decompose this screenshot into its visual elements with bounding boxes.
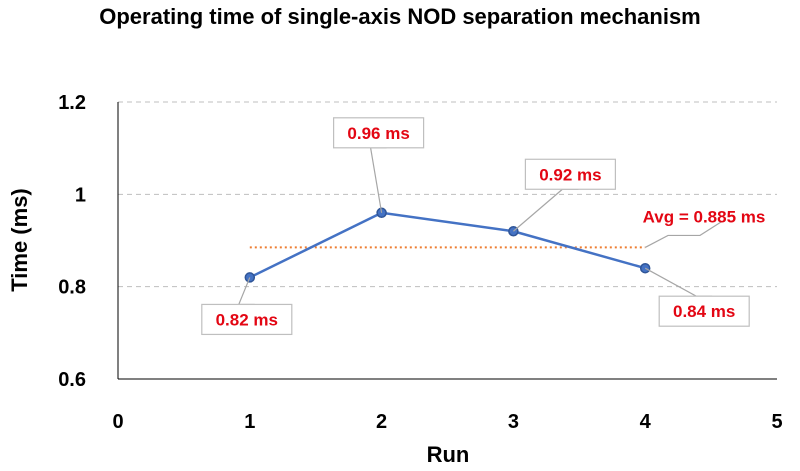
data-label-1: 0.82 ms [201,277,293,336]
label-box [201,303,293,336]
tick-labels: 0.6 0.8 1 1.2 0 1 2 3 4 5 [58,92,782,433]
x-tick-label: 0 [112,411,123,433]
label-text: 0.82 ms [216,310,278,329]
x-tick-label: 2 [376,411,387,433]
label-leader [369,147,387,213]
axes [117,102,777,380]
data-label-2: 0.96 ms [333,117,425,213]
x-axis-title: Run [427,442,470,467]
series-line [249,211,646,279]
series-group [244,207,651,283]
label-text: 0.96 ms [347,124,409,143]
y-tick-label: 1.2 [58,92,86,114]
label-text: 0.92 ms [539,165,601,184]
label-box [658,295,750,327]
average-label: Avg = 0.885 ms [643,207,766,248]
data-label-3: 0.92 ms [513,158,617,232]
chart-title: Operating time of single-axis NOD separa… [99,4,701,29]
x-tick-label: 5 [771,411,782,433]
average-leader [644,220,723,248]
data-label-4: 0.84 ms [644,267,750,327]
label-text: 0.84 ms [673,302,735,321]
label-leader [644,267,713,297]
x-tick-label: 1 [244,411,255,433]
gridlines [118,101,777,288]
x-tick-label: 3 [508,411,519,433]
label-box [333,117,425,149]
y-tick-label: 0.6 [58,369,86,391]
average-label-text: Avg = 0.885 ms [643,207,766,226]
y-tick-label: 0.8 [58,277,86,299]
x-tick-label: 4 [640,411,652,433]
data-labels: 0.82 ms 0.96 ms 0.92 ms 0.84 ms Avg = 0.885 … [201,117,766,336]
label-leader [513,188,579,232]
y-tick-label: 1 [75,184,86,206]
label-box [524,158,617,190]
y-axis-title: Time (ms) [7,188,32,292]
